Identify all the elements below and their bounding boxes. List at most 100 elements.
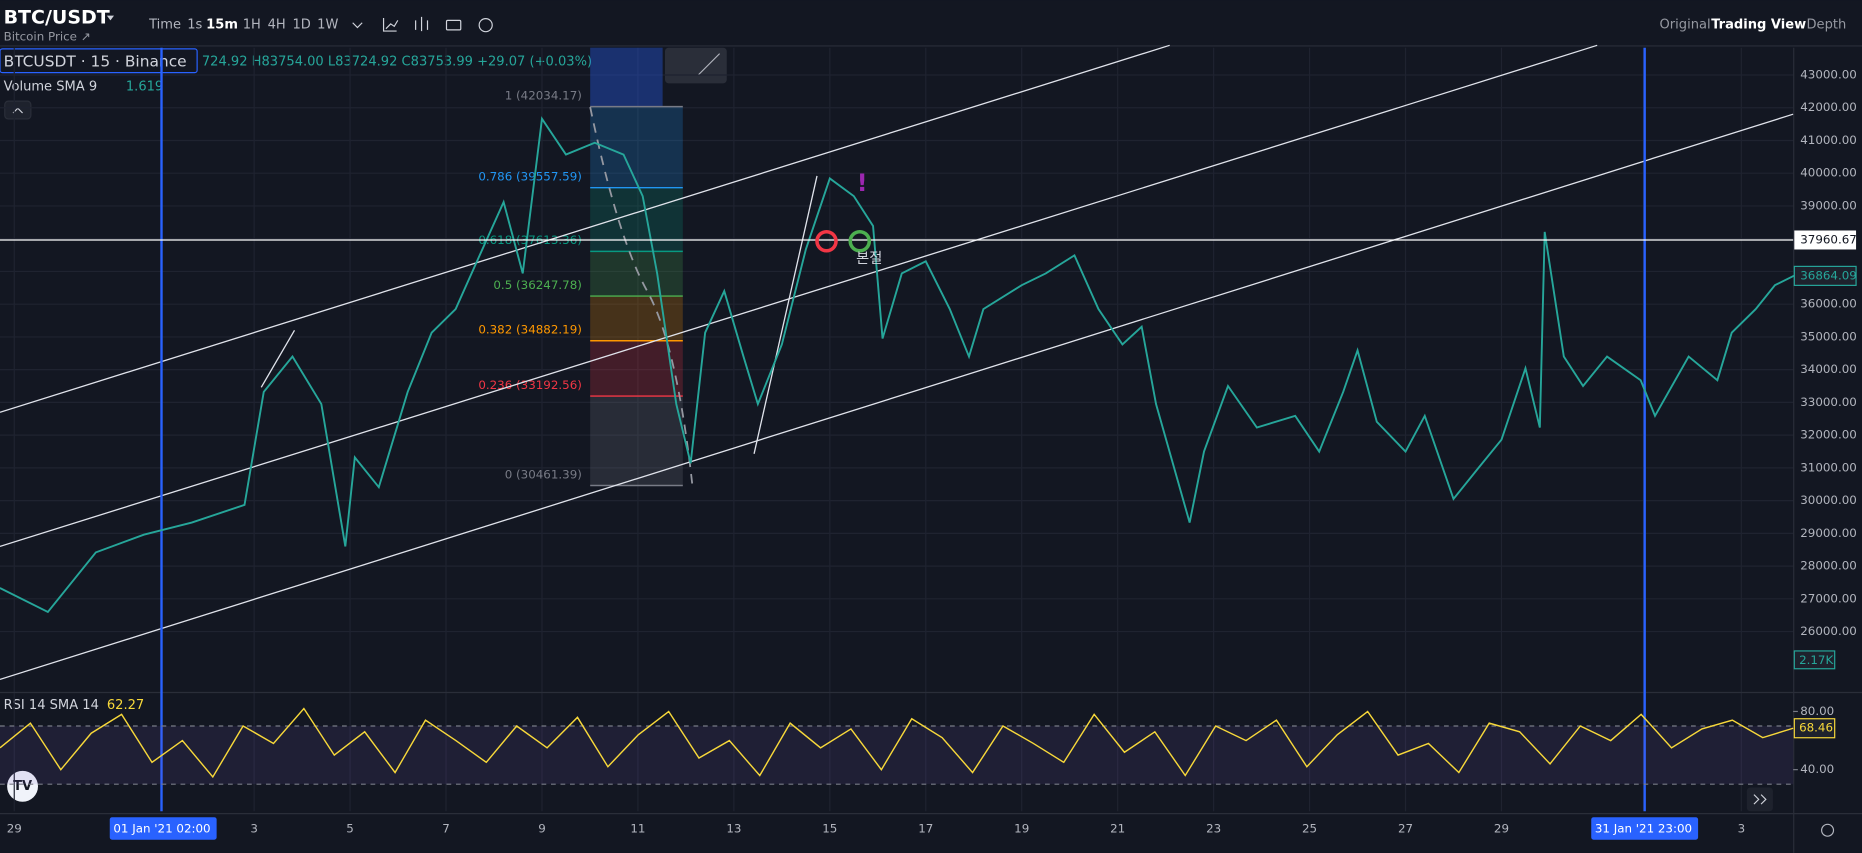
trend-line (260, 329, 296, 388)
scroll-button[interactable] (1746, 787, 1773, 812)
volume-box (1793, 650, 1836, 670)
rsi-band (0, 726, 1794, 785)
fib-label: 0.786 (39557.59) (478, 170, 582, 184)
rsi-value: 62.27 (107, 698, 144, 713)
fib-label: 1 (42034.17) (505, 88, 582, 102)
candles-icon[interactable] (415, 16, 429, 32)
view-tab[interactable]: Depth (1807, 18, 1847, 33)
price-tick-label: 33000.00 (1800, 395, 1857, 409)
last-price-box (1793, 265, 1857, 286)
fib-zone (590, 251, 683, 297)
view-tab[interactable]: Trading View (1711, 18, 1806, 33)
date-label: 17 (918, 822, 933, 836)
price-tick-label: 30000.00 (1800, 493, 1857, 507)
symbol[interactable]: BTC/USDT (4, 7, 110, 29)
price-tick-label: 26000.00 (1800, 624, 1857, 638)
volume-value: 1.619 (126, 79, 163, 94)
trend-line (753, 175, 818, 454)
scroll-icon (1753, 794, 1767, 805)
price-tick-label: 35000.00 (1800, 329, 1857, 343)
toolbar-icons (352, 16, 493, 33)
fib-zone (590, 187, 683, 252)
settings-icon[interactable] (1821, 823, 1835, 837)
price-tick-label: 28000.00 (1800, 559, 1857, 573)
add-icon[interactable] (478, 17, 493, 33)
fib-label: 0.5 (36247.78) (493, 278, 581, 292)
buy-marker (848, 229, 872, 253)
fib-zone (590, 340, 683, 397)
timeframe[interactable]: 4H (268, 18, 286, 33)
sell-marker (815, 229, 838, 253)
tv-logo-mark: TV (13, 779, 33, 794)
trend-line (0, 44, 1170, 413)
date-label: 11 (630, 822, 645, 836)
rsi-tick-label: 40.00 (1800, 762, 1834, 776)
trend-line (0, 113, 1794, 681)
price-tick-label: 39000.00 (1800, 198, 1857, 212)
date-label: 23 (1206, 822, 1221, 836)
date-label: 9 (538, 822, 546, 836)
collapse-button[interactable] (4, 100, 32, 120)
indicator-icon[interactable] (382, 17, 399, 32)
date-highlight (109, 817, 217, 840)
crosshair-label: 37960.67 (1800, 232, 1857, 246)
legend-symbol[interactable]: BTCUSDT · 15 · Binance (4, 52, 187, 70)
date-label: 19 (1014, 822, 1029, 836)
more-icon[interactable] (352, 22, 363, 29)
date-label: 29 (1494, 822, 1509, 836)
symbol-dropdown[interactable] (106, 15, 114, 21)
date-label: 29 (7, 822, 22, 836)
fib-label: 0.382 (34882.19) (478, 323, 582, 337)
fib-zone (590, 396, 683, 486)
camera-icon[interactable] (445, 19, 462, 31)
alert-annotation: ! (857, 169, 868, 197)
date-label: 27 (1398, 822, 1413, 836)
fib-zone (590, 296, 683, 341)
price-tick-label: 40000.00 (1800, 166, 1857, 180)
date-highlight (1591, 817, 1699, 840)
timeframe[interactable]: 1H (243, 18, 261, 33)
price-tick-label: 32000.00 (1800, 428, 1857, 442)
volume-last: 2.17K (1799, 653, 1834, 667)
legend-ohlc: 724.92 H83754.00 L83724.92 C83753.99 +29… (202, 54, 592, 69)
rsi-last-box (1793, 718, 1836, 739)
price-tick-label: 29000.00 (1800, 526, 1857, 540)
fib-highlight (590, 47, 663, 107)
date-label: 01 Jan '21 02:00 (113, 822, 210, 836)
price-tick-label: 41000.00 (1800, 133, 1857, 147)
date-label: 7 (442, 822, 450, 836)
view-tab[interactable]: Original (1660, 18, 1711, 33)
rsi-line (0, 707, 1794, 779)
legend-focus (0, 48, 198, 74)
fib-trend (589, 106, 694, 485)
crosshair-box (1794, 230, 1857, 250)
date-label: 21 (1110, 822, 1125, 836)
drawing-toolbar (665, 47, 727, 84)
subtitle[interactable]: Bitcoin Price ↗ (4, 30, 91, 44)
grid (0, 47, 1794, 812)
price-tick-label: 36000.00 (1800, 297, 1857, 311)
date-label: 3 (1738, 822, 1746, 836)
price-tick-label: 27000.00 (1800, 591, 1857, 605)
note-annotation: 본절 (856, 250, 882, 267)
timeframe[interactable]: 1s (187, 18, 202, 33)
price-tick-label: 31000.00 (1800, 460, 1857, 474)
date-label: 25 (1302, 822, 1317, 836)
timeframe[interactable]: 1D (292, 18, 310, 33)
rsi-tick-label: 80.00 (1800, 704, 1834, 718)
date-label: 15 (822, 822, 837, 836)
price-line (0, 116, 1795, 614)
date-label: 5 (346, 822, 354, 836)
timeframe[interactable]: 15m (206, 18, 238, 33)
timeframe[interactable]: Time (148, 18, 181, 33)
timeframe[interactable]: 1W (317, 18, 338, 33)
price-tick-label: 43000.00 (1800, 67, 1857, 81)
drawing-tool-icon[interactable] (697, 53, 721, 76)
volume-label: Volume SMA 9 (4, 79, 98, 94)
date-label: 13 (726, 822, 741, 836)
date-label: 3 (250, 822, 258, 836)
last-price-label: 36864.09 (1800, 268, 1857, 282)
